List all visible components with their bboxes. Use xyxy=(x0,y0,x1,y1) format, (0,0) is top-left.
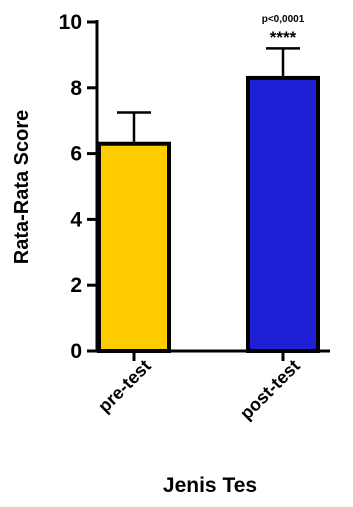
y-axis-label: Rata-Rata Score xyxy=(11,110,33,265)
bars-layer xyxy=(97,75,320,354)
y-tick-label-6: 6 xyxy=(70,143,82,166)
significance-stars: **** xyxy=(270,28,297,47)
y-tick-label-8: 8 xyxy=(70,77,82,100)
y-tick-label-4: 4 xyxy=(70,208,82,231)
bar-post-test xyxy=(246,75,320,354)
annotation-layer: p<0,0001 **** xyxy=(262,14,305,47)
x-tick-label-pre-test: pre-test xyxy=(94,356,155,417)
p-value-label: p<0,0001 xyxy=(262,14,305,25)
bar-pre-test xyxy=(97,141,171,353)
x-axis-label: Jenis Tes xyxy=(163,474,257,497)
error-bars-layer xyxy=(117,47,300,142)
y-tick-label-0: 0 xyxy=(70,340,82,363)
y-tick-label-2: 2 xyxy=(70,274,82,297)
x-tick-label-post-test: post-test xyxy=(236,356,304,424)
y-tick-label-10: 10 xyxy=(59,11,82,34)
